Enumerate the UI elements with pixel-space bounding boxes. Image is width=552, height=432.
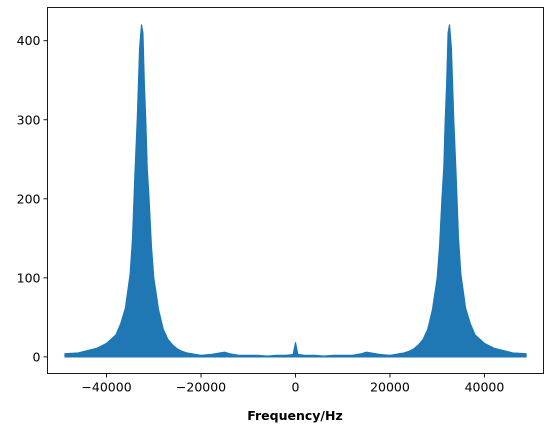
spectrum-series-line [64,24,527,358]
y-tick-label: 200 [17,191,41,206]
y-tick-label: 400 [17,33,41,48]
plot-area [64,24,527,358]
x-tick-label: 40000 [465,380,505,395]
x-tick-label: −20000 [176,380,226,395]
x-axis-label: Frequency/Hz [247,408,342,423]
y-tick-label: 0 [33,349,41,364]
y-tick-label: 300 [17,112,41,127]
x-tick-label: 20000 [370,380,410,395]
y-tick-label: 100 [17,270,41,285]
x-axis-ticks: −40000 −20000 0 20000 40000 [81,373,505,395]
x-tick-label: 0 [292,380,300,395]
y-axis-ticks: 0 100 200 300 400 [17,33,48,364]
x-tick-label: −40000 [81,380,131,395]
